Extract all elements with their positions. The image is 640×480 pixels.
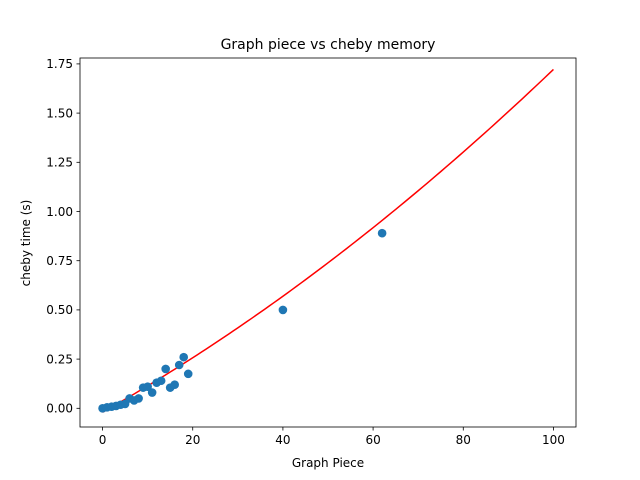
- x-tick-label: 0: [99, 433, 107, 447]
- x-axis-label: Graph Piece: [292, 456, 364, 470]
- y-tick-label: 0.25: [46, 352, 73, 366]
- data-point: [183, 369, 193, 379]
- chart-title: Graph piece vs cheby memory: [221, 37, 436, 53]
- y-tick-label: 1.50: [46, 106, 73, 120]
- y-tick-label: 0.00: [46, 402, 73, 416]
- data-point: [174, 360, 184, 370]
- x-tick-label: 80: [456, 433, 471, 447]
- data-point: [147, 388, 157, 397]
- y-tick-label: 1.25: [46, 156, 73, 170]
- plot-frame: [79, 57, 577, 428]
- x-tick-label: 60: [365, 433, 380, 447]
- x-tick-label: 40: [275, 433, 290, 447]
- plot-area: 0 20 40 60 80 100 0.00 0.25 0.50 0.75 1.00 1.25 1.50…: [46, 57, 577, 447]
- data-point: [161, 364, 170, 374]
- data-point: [377, 228, 387, 238]
- data-point: [134, 394, 143, 403]
- y-axis-label: cheby time (s): [19, 200, 33, 287]
- y-tick-label: 1.75: [46, 57, 73, 71]
- y-tick-label: 0.50: [46, 303, 73, 317]
- data-point: [170, 380, 179, 389]
- y-tick-label: 0.75: [46, 254, 73, 268]
- data-point: [278, 305, 288, 315]
- data-point: [143, 382, 152, 391]
- x-tick-label: 100: [542, 433, 565, 447]
- data-point: [179, 352, 189, 362]
- y-tick-label: 1.00: [46, 205, 73, 219]
- x-tick-label: 20: [185, 433, 200, 447]
- data-point: [156, 376, 166, 386]
